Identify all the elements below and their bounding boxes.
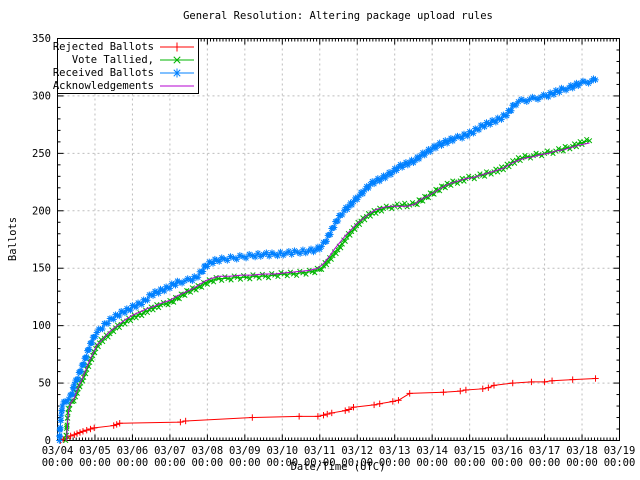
x-tick-label: 03/15 (454, 445, 486, 457)
legend-label: Rejected Ballots (52, 40, 154, 53)
legend-item-acknowledgements: Acknowledgements (53, 79, 198, 92)
chart-title: General Resolution: Altering package upl… (183, 10, 493, 22)
legend-sample-line-icon (160, 42, 194, 51)
x-tick-time-label: 00:00 (491, 457, 523, 469)
y-tick-label: 0 (45, 435, 51, 447)
series-line-rejected-ballots (60, 377, 596, 441)
x-tick-label: 03/09 (229, 445, 261, 457)
y-tick-label: 200 (32, 205, 51, 217)
x-tick-time-label: 00:00 (416, 457, 448, 469)
x-tick-time-label: 00:00 (604, 457, 636, 469)
legend-label: Vote Tallied, (71, 53, 154, 66)
x-tick-time-label: 00:00 (154, 457, 186, 469)
x-tick-label: 03/14 (416, 445, 448, 457)
x-tick-time-label: 00:00 (304, 457, 336, 469)
y-tick-label: 300 (32, 90, 51, 102)
y-axis-label: Ballots (7, 216, 19, 262)
legend-sample-line-icon (160, 68, 194, 77)
series-markers-rejected-ballots (57, 375, 599, 444)
tick-labels: 03/0400:0003/0500:0003/0600:0003/0700:00… (32, 33, 635, 469)
legend-sample-line-icon (160, 55, 194, 64)
x-tick-label: 03/13 (379, 445, 411, 457)
y-tick-label: 150 (32, 263, 51, 275)
y-tick-label: 100 (32, 320, 51, 332)
legend-sample-line-icon (160, 85, 194, 86)
x-tick-label: 03/17 (529, 445, 561, 457)
x-tick-time-label: 00:00 (379, 457, 411, 469)
series-line-vote-tallied (65, 140, 590, 441)
legend-item-rejected-ballots: Rejected Ballots (53, 40, 198, 53)
gridlines (57, 38, 620, 441)
x-tick-time-label: 00:00 (79, 457, 111, 469)
x-tick-time-label: 00:00 (229, 457, 261, 469)
x-tick-label: 03/05 (79, 445, 111, 457)
x-tick-time-label: 00:00 (42, 457, 74, 469)
x-tick-label: 03/18 (566, 445, 598, 457)
x-tick-time-label: 00:00 (341, 457, 373, 469)
x-tick-label: 03/08 (192, 445, 224, 457)
x-tick-label: 03/16 (491, 445, 523, 457)
legend-label: Received Ballots (52, 66, 154, 79)
y-tick-label: 50 (38, 378, 51, 390)
y-tick-label: 250 (32, 148, 51, 160)
x-tick-label: 03/19 (604, 445, 636, 457)
legend-item-received-ballots: Received Ballots (53, 66, 198, 79)
x-axis-label: Date/Time (UTC) (290, 461, 386, 473)
y-tick-label: 350 (32, 33, 51, 45)
series-line-acknowledgements (65, 142, 590, 441)
x-tick-time-label: 00:00 (117, 457, 149, 469)
series-markers-received-ballots (56, 75, 599, 444)
legend: Rejected Ballots Vote Tallied, Received … (53, 38, 199, 94)
x-tick-time-label: 00:00 (266, 457, 298, 469)
x-tick-time-label: 00:00 (529, 457, 561, 469)
x-tick-time-label: 00:00 (566, 457, 598, 469)
x-tick-label: 03/04 (42, 445, 74, 457)
x-tick-label: 03/07 (154, 445, 186, 457)
series-markers-vote-tallied (63, 136, 593, 444)
x-tick-time-label: 00:00 (192, 457, 224, 469)
legend-item-vote-tallied: Vote Tallied, (58, 53, 198, 66)
x-tick-label: 03/12 (341, 445, 373, 457)
x-tick-label: 03/11 (304, 445, 336, 457)
legend-label: Acknowledgements (52, 79, 154, 92)
x-tick-label: 03/06 (117, 445, 149, 457)
x-tick-time-label: 00:00 (454, 457, 486, 469)
x-tick-label: 03/10 (266, 445, 298, 457)
